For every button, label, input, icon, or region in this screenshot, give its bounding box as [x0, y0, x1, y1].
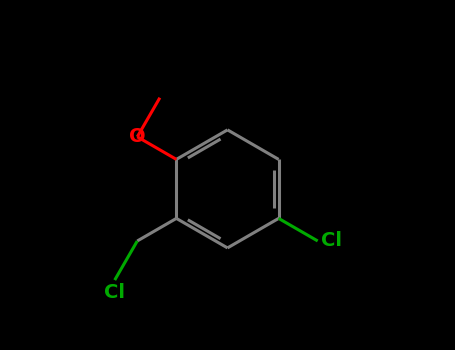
Text: Cl: Cl [104, 283, 125, 302]
Text: Cl: Cl [321, 231, 342, 251]
Text: O: O [129, 127, 146, 146]
